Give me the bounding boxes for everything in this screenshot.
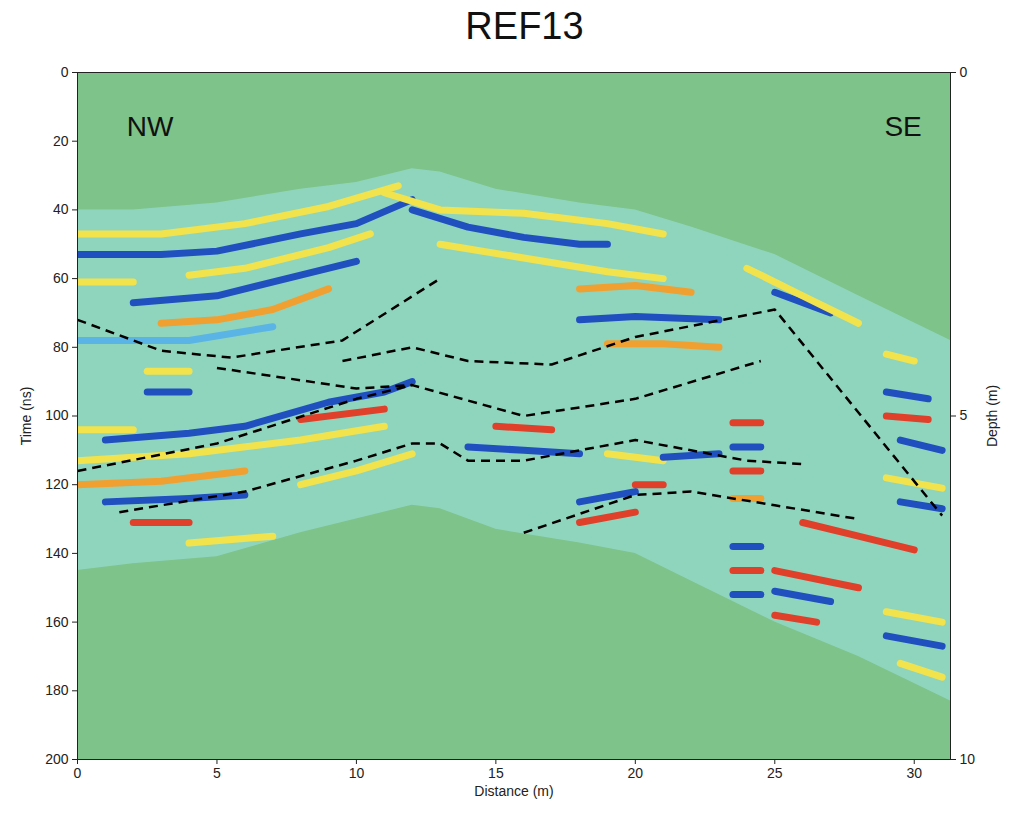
svg-text:140: 140 [45, 545, 69, 561]
svg-text:100: 100 [45, 407, 69, 423]
svg-text:80: 80 [53, 339, 69, 355]
svg-text:10: 10 [349, 765, 365, 781]
svg-text:60: 60 [53, 270, 69, 286]
svg-text:200: 200 [45, 751, 69, 767]
svg-text:180: 180 [45, 682, 69, 698]
svg-text:5: 5 [960, 407, 968, 423]
svg-text:40: 40 [53, 201, 69, 217]
svg-text:30: 30 [906, 765, 922, 781]
svg-text:15: 15 [488, 765, 504, 781]
svg-text:10: 10 [960, 751, 976, 767]
svg-text:20: 20 [53, 133, 69, 149]
svg-text:20: 20 [628, 765, 644, 781]
html-text:REF13: REF13 [465, 5, 584, 47]
svg-text:160: 160 [45, 614, 69, 630]
svg-text:SE: SE [884, 111, 921, 142]
svg-text:0: 0 [960, 64, 968, 80]
svg-text:NW: NW [127, 111, 174, 142]
svg-text:5: 5 [213, 765, 221, 781]
svg-text:Distance (m): Distance (m) [474, 783, 553, 799]
svg-text:Time (ns): Time (ns) [18, 387, 34, 446]
svg-text:120: 120 [45, 476, 69, 492]
svg-text:0: 0 [74, 765, 82, 781]
svg-text:0: 0 [61, 64, 69, 80]
svg-text:25: 25 [767, 765, 783, 781]
svg-text:Depth (m): Depth (m) [984, 385, 1000, 447]
